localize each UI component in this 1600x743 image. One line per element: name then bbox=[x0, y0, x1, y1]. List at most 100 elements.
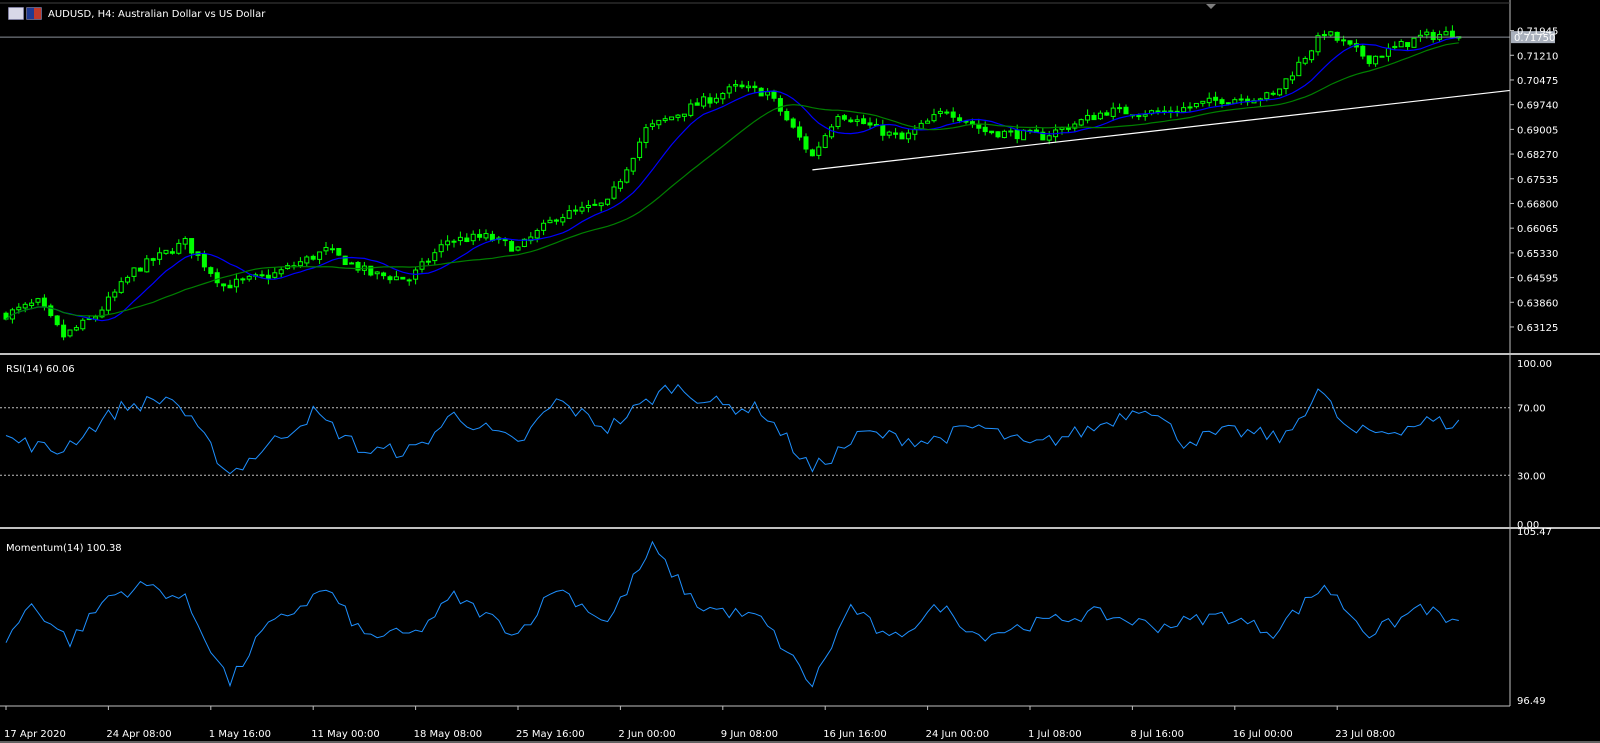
candle-body bbox=[163, 249, 169, 254]
candle-body bbox=[566, 210, 572, 219]
candle-body bbox=[707, 97, 713, 104]
candle-body bbox=[630, 157, 636, 172]
moving-average-fast bbox=[5, 36, 1459, 322]
candle-body bbox=[137, 267, 143, 272]
candle-body bbox=[1181, 107, 1187, 113]
candle-body bbox=[931, 114, 937, 122]
price-axis-label: 0.69005 bbox=[1517, 125, 1558, 136]
candle-body bbox=[816, 146, 822, 156]
price-axis-label: 0.70475 bbox=[1517, 76, 1558, 87]
candle-body bbox=[848, 119, 854, 123]
rsi-label: RSI(14) 60.06 bbox=[6, 364, 75, 375]
candle-body bbox=[221, 283, 227, 287]
candle-body bbox=[1014, 129, 1020, 140]
candle-body bbox=[1405, 42, 1411, 48]
candle-body bbox=[585, 204, 591, 209]
candle-body bbox=[771, 90, 777, 99]
candle-body bbox=[342, 255, 348, 266]
candle-body bbox=[1449, 30, 1455, 38]
candle-body bbox=[733, 84, 739, 87]
candle-body bbox=[694, 102, 700, 106]
time-axis-label: 16 Jul 00:00 bbox=[1233, 729, 1293, 740]
candle-body bbox=[822, 135, 828, 148]
candle-body bbox=[605, 198, 611, 205]
candle-body bbox=[1379, 55, 1385, 58]
candle-body bbox=[1347, 40, 1353, 45]
candle-body bbox=[1078, 119, 1084, 126]
candle-body bbox=[720, 93, 726, 100]
flag-icon bbox=[26, 7, 42, 20]
candle-body bbox=[765, 91, 771, 96]
chart-title: AUDUSD, H4: Australian Dollar vs US Doll… bbox=[48, 9, 266, 20]
rsi-line bbox=[5, 383, 1460, 475]
candle-body bbox=[1341, 39, 1347, 42]
candle-body bbox=[669, 116, 675, 121]
price-axis-label: 0.66800 bbox=[1517, 199, 1558, 210]
candle-body bbox=[73, 327, 79, 331]
candle-body bbox=[809, 149, 815, 157]
candle-body bbox=[1046, 135, 1052, 141]
candle-body bbox=[854, 119, 860, 122]
candle-body bbox=[105, 296, 111, 311]
moving-average-slow bbox=[5, 42, 1459, 320]
candle-body bbox=[944, 111, 950, 114]
price-axis-label: 0.63125 bbox=[1517, 323, 1558, 334]
candle-body bbox=[1270, 92, 1276, 95]
candle-body bbox=[637, 141, 643, 159]
candle-body bbox=[528, 236, 534, 242]
candle-body bbox=[144, 258, 150, 273]
momentum-panel[interactable] bbox=[5, 540, 1459, 688]
candle-body bbox=[982, 126, 988, 133]
candle-body bbox=[521, 238, 527, 247]
candle-body bbox=[579, 206, 585, 212]
candle-body bbox=[150, 258, 156, 261]
candle-body bbox=[995, 131, 1001, 138]
candle-body bbox=[541, 222, 547, 231]
candle-body bbox=[1040, 131, 1046, 141]
candle-body bbox=[592, 203, 598, 206]
candle-body bbox=[1360, 45, 1366, 57]
candle-body bbox=[406, 279, 412, 282]
candle-body bbox=[1219, 99, 1225, 104]
candle-body bbox=[265, 274, 271, 279]
price-axis-label: 0.63860 bbox=[1517, 298, 1558, 309]
candle-body bbox=[739, 84, 745, 88]
rsi-panel[interactable] bbox=[0, 383, 1510, 476]
candle-body bbox=[925, 120, 931, 124]
candle-body bbox=[1213, 96, 1219, 101]
candle-body bbox=[1059, 127, 1065, 130]
price-axis-label: 0.71210 bbox=[1517, 51, 1558, 62]
candle-body bbox=[22, 303, 28, 309]
price-axis-label: 0.66065 bbox=[1517, 224, 1558, 235]
trendline bbox=[812, 89, 1511, 171]
candle-body bbox=[227, 284, 233, 289]
candle-body bbox=[611, 186, 617, 199]
momentum-axis-label: 105.47 bbox=[1517, 527, 1552, 538]
main-price-panel[interactable] bbox=[0, 25, 1511, 341]
candle-body bbox=[374, 271, 380, 275]
candle-body bbox=[240, 278, 246, 281]
time-axis-label: 25 May 16:00 bbox=[516, 729, 585, 740]
candle-body bbox=[61, 324, 67, 338]
candle-body bbox=[16, 306, 22, 311]
candle-body bbox=[701, 96, 707, 107]
candle-body bbox=[797, 126, 803, 138]
candle-body bbox=[1321, 34, 1327, 37]
candle-body bbox=[803, 136, 809, 150]
candle-body bbox=[880, 124, 886, 136]
candle-body bbox=[355, 261, 361, 271]
candle-body bbox=[509, 241, 515, 252]
candle-body bbox=[1328, 31, 1334, 36]
candle-body bbox=[323, 246, 329, 252]
candle-body bbox=[246, 275, 252, 280]
candle-body bbox=[713, 97, 719, 103]
candle-body bbox=[1398, 40, 1404, 48]
candle-body bbox=[752, 85, 758, 89]
candle-body bbox=[457, 236, 463, 242]
candle-body bbox=[1072, 123, 1078, 129]
candle-body bbox=[656, 119, 662, 126]
candle-body bbox=[310, 255, 316, 260]
time-axis-label: 8 Jul 16:00 bbox=[1130, 729, 1184, 740]
